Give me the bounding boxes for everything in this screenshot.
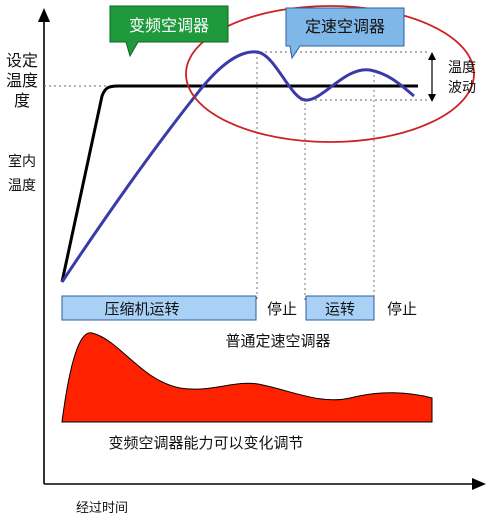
y-label-room-1: 室内 bbox=[8, 153, 36, 170]
ordinary-fixed-speed-label: 普通定速空调器 bbox=[225, 332, 330, 350]
fluctuation-arrow-bottom bbox=[428, 94, 436, 102]
inverter-capacity-label: 变频空调器能力可以变化调节 bbox=[108, 434, 303, 452]
inverter-callout-box bbox=[109, 5, 229, 58]
y-axis-arrow bbox=[38, 8, 50, 22]
compressor-running-label: 压缩机运转 bbox=[104, 300, 179, 318]
x-axis-arrow bbox=[472, 478, 486, 490]
fixed-speed-callout-label: 定速空调器 bbox=[305, 17, 385, 36]
inverter-temperature-curve bbox=[60, 84, 418, 283]
inverter-capacity-area bbox=[61, 332, 433, 423]
inverter-callout-label: 变频空调器 bbox=[129, 16, 209, 35]
fluctuation-label-1: 温度 bbox=[448, 60, 476, 76]
y-label-setpoint-2: 温度 bbox=[6, 71, 38, 90]
y-label-setpoint-3: 度 bbox=[14, 91, 30, 110]
y-label-room-2: 温度 bbox=[8, 178, 36, 194]
stop-label-2: 停止 bbox=[387, 300, 417, 318]
running-label: 运转 bbox=[325, 300, 355, 318]
compressor-running-bar bbox=[61, 295, 257, 321]
y-label-setpoint-1: 设定 bbox=[6, 51, 38, 70]
fixed-speed-callout-box bbox=[285, 7, 405, 60]
fixed-speed-temperature-curve bbox=[60, 50, 415, 283]
fluctuation-arrow-top bbox=[428, 52, 436, 60]
stop-label-1: 停止 bbox=[267, 300, 297, 318]
running-bar bbox=[305, 295, 375, 321]
fluctuation-ellipse bbox=[185, 5, 475, 143]
fluctuation-label-2: 波动 bbox=[448, 80, 476, 96]
x-axis-label: 经过时间 bbox=[76, 501, 128, 516]
